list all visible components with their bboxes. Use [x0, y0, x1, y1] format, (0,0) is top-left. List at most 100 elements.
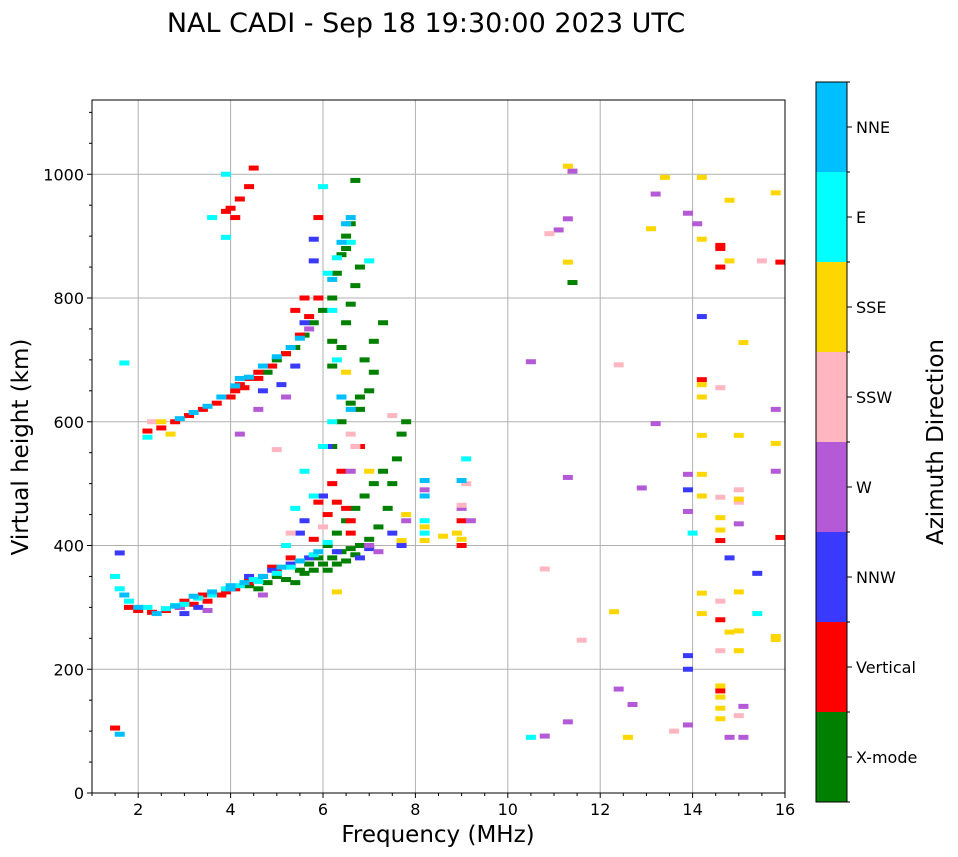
- data-point-vertical: [234, 196, 245, 202]
- data-point-vertical: [327, 481, 338, 487]
- data-point-nnw: [682, 666, 693, 672]
- y-tick-label: 400: [53, 537, 84, 556]
- data-point-sse: [770, 190, 781, 196]
- data-point-nne: [119, 592, 130, 598]
- data-point-x-mode: [354, 394, 365, 400]
- data-point-w: [562, 474, 573, 480]
- data-point-e: [345, 239, 356, 245]
- data-point-w: [257, 592, 268, 598]
- data-point-nnw: [724, 555, 735, 561]
- data-point-e: [142, 604, 153, 610]
- data-point-nnw: [114, 550, 125, 556]
- data-point-x-mode: [318, 561, 328, 567]
- data-point-x-mode: [345, 546, 356, 552]
- data-point-x-mode: [331, 530, 342, 536]
- x-tick-label: 10: [498, 800, 518, 819]
- data-point-e: [331, 255, 342, 261]
- data-point-sse: [456, 536, 467, 542]
- data-point-e: [207, 592, 218, 598]
- data-point-w: [567, 168, 578, 174]
- data-point-vertical: [225, 394, 236, 400]
- colorbar-category-label: X-mode: [856, 748, 917, 767]
- data-point-x-mode: [336, 345, 347, 350]
- data-point-nnw: [257, 388, 268, 394]
- data-point-nnw: [331, 549, 342, 555]
- data-point-x-mode: [262, 580, 273, 586]
- data-point-sse: [715, 694, 726, 700]
- data-point-nne: [294, 335, 305, 341]
- data-point-e: [419, 530, 430, 536]
- data-point-vertical: [230, 388, 241, 394]
- data-point-w: [539, 733, 550, 739]
- data-point-x-mode: [318, 307, 328, 313]
- data-point-ssw: [756, 258, 767, 264]
- data-point-w: [373, 549, 384, 555]
- data-point-sse: [364, 468, 375, 474]
- colorbar-category-label: NNW: [856, 568, 896, 587]
- colorbar-category-label: NNE: [856, 118, 890, 137]
- colorbar-category-label: SSW: [856, 388, 892, 407]
- data-point-vertical: [290, 307, 301, 313]
- colorbar-segment: [816, 712, 847, 802]
- colorbar-label: Azimuth Direction: [923, 339, 949, 545]
- colorbar-segment: [816, 442, 847, 532]
- data-point-x-mode: [382, 505, 393, 511]
- data-point-vertical: [456, 543, 467, 548]
- data-point-x-mode: [336, 252, 347, 258]
- data-point-w: [234, 431, 245, 437]
- data-point-nne: [188, 593, 199, 599]
- data-point-x-mode: [364, 536, 375, 542]
- data-point-x-mode: [350, 177, 361, 183]
- data-point-x-mode: [290, 580, 301, 586]
- data-point-x-mode: [396, 431, 407, 437]
- data-point-vertical: [220, 208, 231, 214]
- data-point-x-mode: [271, 357, 282, 363]
- x-tick-label: 16: [775, 800, 795, 819]
- data-point-sse: [696, 432, 707, 438]
- data-point-e: [327, 419, 338, 425]
- data-point-x-mode: [271, 573, 282, 579]
- data-point-vertical: [230, 215, 241, 221]
- data-point-ssw: [285, 530, 296, 536]
- data-point-ssw: [539, 566, 550, 572]
- data-point-nne: [114, 731, 125, 737]
- data-point-nne: [151, 611, 162, 617]
- data-point-w: [419, 487, 430, 493]
- data-point-sse: [724, 197, 735, 203]
- data-point-nne: [216, 394, 227, 400]
- data-point-e: [318, 444, 328, 449]
- data-point-w: [627, 702, 638, 708]
- data-point-x-mode: [345, 301, 356, 307]
- data-point-x-mode: [244, 583, 255, 589]
- data-point-e: [322, 270, 333, 276]
- data-point-vertical: [456, 518, 467, 524]
- data-point-x-mode: [341, 246, 352, 251]
- data-point-x-mode: [368, 481, 379, 487]
- colorbar-category-label: W: [856, 478, 872, 497]
- data-point-x-mode: [354, 543, 365, 548]
- data-point-nne: [327, 276, 338, 282]
- data-point-vertical: [304, 314, 315, 320]
- data-point-x-mode: [567, 280, 578, 286]
- data-point-e: [114, 586, 125, 592]
- data-point-nne: [276, 564, 287, 570]
- data-point-e: [119, 360, 130, 366]
- data-point-vertical: [285, 555, 296, 561]
- data-point-w: [401, 518, 412, 524]
- data-point-sse: [733, 648, 744, 654]
- data-point-e: [110, 573, 121, 579]
- data-point-ssw: [345, 431, 356, 437]
- data-point-nnw: [696, 314, 707, 320]
- data-point-e: [525, 734, 536, 740]
- data-points: [110, 163, 786, 740]
- data-point-vertical: [715, 538, 726, 544]
- data-point-sse: [419, 538, 430, 544]
- data-point-vertical: [123, 604, 134, 610]
- data-point-x-mode: [368, 338, 379, 344]
- data-point-ssw: [733, 499, 744, 505]
- data-point-vertical: [184, 413, 195, 419]
- data-point-nne: [336, 394, 347, 400]
- data-point-e: [142, 434, 153, 440]
- data-point-vertical: [281, 351, 292, 357]
- data-point-ssw: [318, 524, 328, 530]
